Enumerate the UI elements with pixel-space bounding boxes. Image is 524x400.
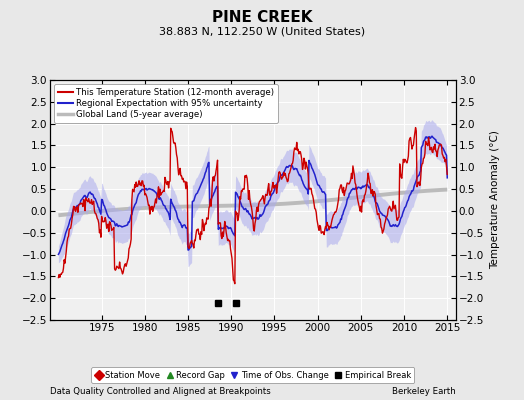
Text: Berkeley Earth: Berkeley Earth [392,387,456,396]
Y-axis label: Temperature Anomaly (°C): Temperature Anomaly (°C) [489,130,499,270]
Text: 38.883 N, 112.250 W (United States): 38.883 N, 112.250 W (United States) [159,26,365,36]
Text: PINE CREEK: PINE CREEK [212,10,312,25]
Text: Data Quality Controlled and Aligned at Breakpoints: Data Quality Controlled and Aligned at B… [50,387,270,396]
Legend: Station Move, Record Gap, Time of Obs. Change, Empirical Break: Station Move, Record Gap, Time of Obs. C… [91,367,414,383]
